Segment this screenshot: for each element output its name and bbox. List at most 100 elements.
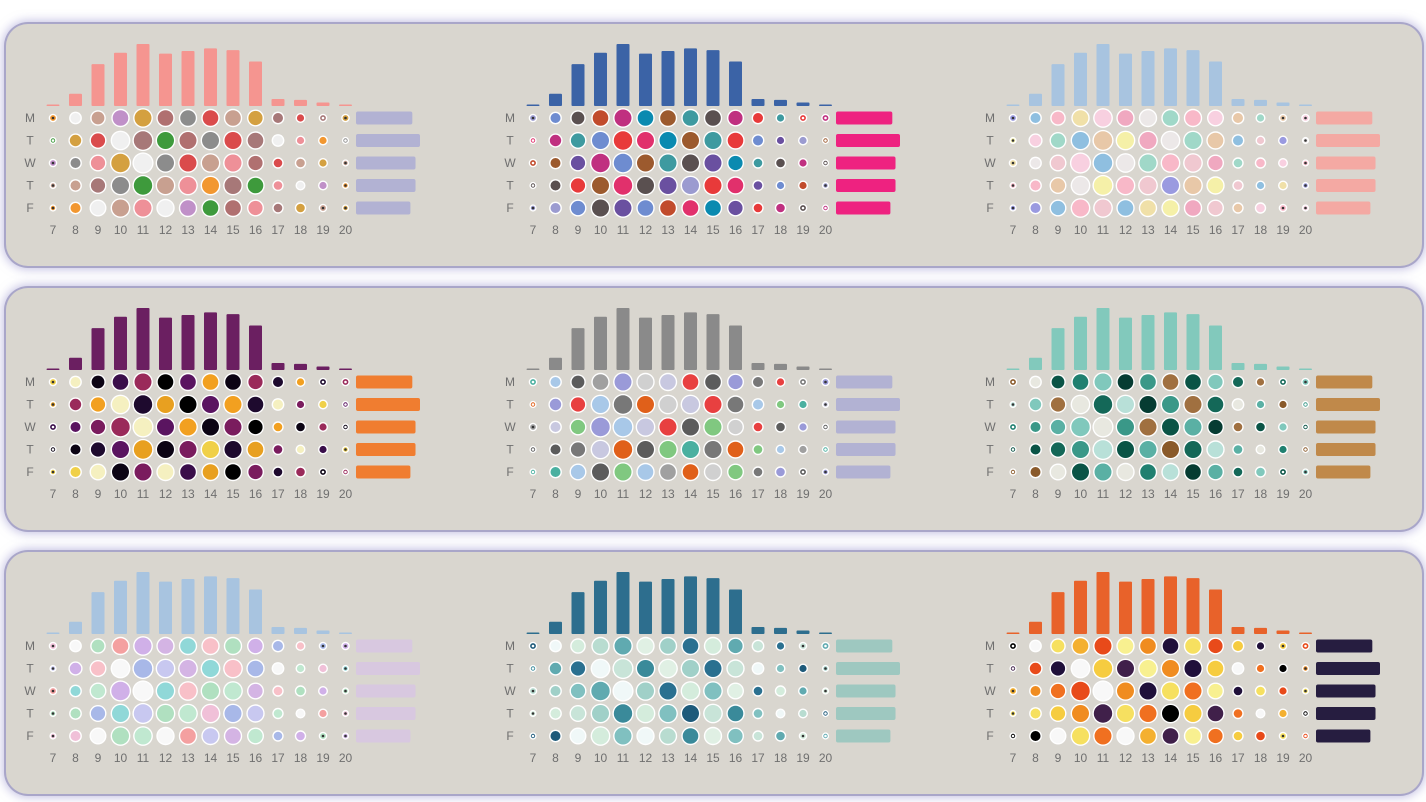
hour-bar xyxy=(136,572,150,634)
cell-dot xyxy=(591,417,610,437)
cell-dot xyxy=(1162,728,1179,744)
hour-label: 10 xyxy=(594,223,608,237)
day-label: F xyxy=(506,465,513,479)
cell-dot xyxy=(1256,731,1265,741)
hour-bar xyxy=(819,104,832,106)
cell-dot xyxy=(1162,464,1179,480)
hour-label: 17 xyxy=(751,223,765,237)
cell-dot xyxy=(202,396,219,413)
cell-dot xyxy=(225,464,241,480)
hour-label: 13 xyxy=(1141,487,1155,501)
cell-dot xyxy=(1233,663,1243,674)
hour-label: 13 xyxy=(661,223,675,237)
cell-dot xyxy=(799,687,807,695)
day-label: W xyxy=(984,420,996,434)
cell-dot xyxy=(133,176,153,195)
cell-dot xyxy=(248,464,263,480)
cell-dot xyxy=(1117,396,1134,413)
cell-dot xyxy=(682,464,699,480)
cell-core xyxy=(824,161,827,165)
cell-dot xyxy=(1162,154,1179,172)
cell-dot xyxy=(728,728,743,744)
cell-dot xyxy=(549,398,562,411)
cell-dot xyxy=(1184,154,1202,172)
hour-bar xyxy=(226,50,240,106)
cell-dot xyxy=(247,660,264,677)
day-total-bar xyxy=(836,375,893,389)
hour-bar xyxy=(1051,328,1065,370)
cell-dot xyxy=(1185,464,1201,480)
cell-dot xyxy=(248,683,263,699)
cell-dot xyxy=(1030,444,1041,455)
day-total-bar xyxy=(1316,156,1376,170)
hour-label: 16 xyxy=(729,751,743,765)
hour-bar xyxy=(1276,630,1290,634)
cell-dot xyxy=(1185,110,1201,126)
cell-dot xyxy=(614,373,632,391)
cell-dot xyxy=(682,154,699,172)
cell-dot xyxy=(1117,200,1134,216)
hour-bar xyxy=(774,363,787,370)
cell-core xyxy=(1011,448,1015,451)
day-total-bar xyxy=(356,420,416,434)
hour-label: 17 xyxy=(1231,751,1245,765)
hour-label: 19 xyxy=(796,223,810,237)
day-label: T xyxy=(506,707,514,721)
cell-dot xyxy=(1233,135,1243,146)
hour-bar xyxy=(339,104,352,106)
day-total-bar xyxy=(1316,707,1376,720)
hour-label: 13 xyxy=(661,751,675,765)
hour-label: 10 xyxy=(594,487,608,501)
cell-dot xyxy=(1072,199,1089,217)
hour-bar xyxy=(1299,104,1312,106)
cell-dot xyxy=(319,136,327,145)
cell-dot xyxy=(1030,422,1041,432)
chart-panel-3: M T W T F 7 8 9 10 11 12 13 14 15 16 17 18 19 20 xyxy=(976,24,1416,266)
hour-label: 13 xyxy=(181,223,195,237)
cell-dot xyxy=(1256,642,1265,650)
hour-bar xyxy=(751,363,765,370)
cell-dot xyxy=(248,200,263,216)
cell-dot xyxy=(225,200,241,216)
cell-core xyxy=(824,470,827,474)
hour-label: 17 xyxy=(271,751,285,765)
hour-bar xyxy=(684,48,697,106)
hour-bar xyxy=(316,102,330,106)
cell-dot xyxy=(90,661,106,676)
cell-core xyxy=(344,380,347,384)
cell-dot xyxy=(1140,110,1156,126)
cell-dot xyxy=(225,374,241,390)
hour-bar xyxy=(69,93,82,106)
cell-dot xyxy=(1208,155,1223,171)
cell-dot xyxy=(1256,422,1265,432)
cell-dot xyxy=(1256,378,1265,386)
day-label: M xyxy=(985,375,995,389)
cell-dot xyxy=(1140,464,1156,480)
hour-bar xyxy=(594,580,607,634)
hour-bar xyxy=(1254,627,1267,634)
cell-core xyxy=(1011,712,1015,715)
cell-dot xyxy=(1029,134,1042,147)
cell-dot xyxy=(659,705,677,722)
cell-dot xyxy=(1139,705,1157,722)
cell-dot xyxy=(296,731,305,741)
day-label: F xyxy=(506,201,513,215)
cell-dot xyxy=(90,442,106,457)
cell-core xyxy=(51,380,55,384)
cell-dot xyxy=(273,709,283,718)
day-label: F xyxy=(26,729,33,743)
cell-dot xyxy=(1162,132,1179,149)
cell-core xyxy=(51,116,55,120)
hour-bar xyxy=(1276,366,1290,370)
hour-label: 11 xyxy=(1097,751,1110,765)
day-total-bar xyxy=(1316,111,1373,125)
hour-label: 14 xyxy=(204,487,218,501)
hour-label: 18 xyxy=(774,223,788,237)
cell-dot xyxy=(637,374,654,390)
hour-bar xyxy=(729,589,742,634)
cell-dot xyxy=(157,638,174,654)
hour-label: 17 xyxy=(751,751,765,765)
cell-core xyxy=(344,712,347,715)
hour-bar xyxy=(339,632,352,634)
cell-dot xyxy=(273,467,283,477)
